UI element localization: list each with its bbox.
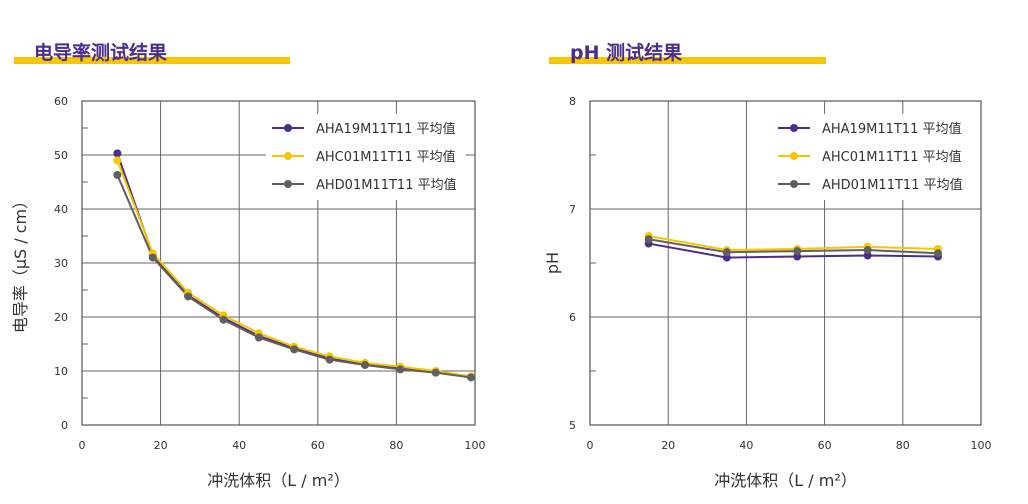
ph-legend-label-0: AHA19M11T11 平均值	[822, 121, 961, 137]
ph-data-point-2	[722, 248, 731, 257]
conductivity-data-point-2	[148, 253, 157, 262]
conductivity-xtick-label: 40	[232, 439, 246, 452]
conductivity-legend-marker-0	[284, 124, 292, 132]
conductivity-legend-label-1: AHC01M11T11 平均值	[316, 149, 456, 165]
ph-xtick-label: 0	[587, 439, 594, 452]
conductivity-data-point-2	[325, 355, 334, 364]
conductivity-ytick-label: 10	[54, 365, 68, 378]
conductivity-data-point-2	[396, 365, 405, 374]
conductivity-plot-frame	[81, 100, 476, 426]
conductivity-xtick-label: 80	[389, 439, 403, 452]
ph-xtick-label: 40	[739, 439, 753, 452]
ph-y-axis-label: pH	[543, 252, 562, 274]
conductivity-legend-marker-2	[284, 180, 292, 188]
conductivity-ytick-label: 60	[54, 95, 68, 108]
ph-data-point-2	[863, 246, 872, 255]
ph-series-line-1	[648, 235, 939, 252]
conductivity-data-point-2	[219, 315, 228, 324]
conductivity-data-point-2	[360, 361, 369, 370]
conductivity-xtick-label: 0	[79, 439, 86, 452]
ph-x-axis-label: 冲洗体积（L / m²）	[714, 471, 856, 490]
ph-title-underline	[549, 57, 826, 64]
ph-xtick-label: 80	[896, 439, 910, 452]
conductivity-chart: 电导率测试结果 0 20 40 60 80 100 0 10 20 30 40 50 60 冲洗体积（L …	[11, 42, 486, 490]
conductivity-xtick-label: 100	[465, 439, 486, 452]
ph-data-point-2	[933, 249, 942, 258]
ph-data-point-2	[644, 235, 653, 244]
conductivity-plot: 0 20 40 60 80 100 0 10 20 30 40 50 60 冲洗体积（L / m²） 电导率…	[11, 95, 486, 490]
ph-ytick-label: 8	[569, 95, 576, 108]
ph-legend-marker-2	[790, 180, 798, 188]
ph-data-point-2	[793, 247, 802, 256]
conductivity-data-point-0	[113, 149, 122, 158]
conductivity-ytick-label: 40	[54, 203, 68, 216]
ph-ytick-label: 7	[569, 203, 576, 216]
ph-chart-title: pH 测试结果	[570, 42, 683, 64]
conductivity-y-axis-label: 电导率（μS / cm）	[11, 193, 30, 333]
conductivity-x-axis-label: 冲洗体积（L / m²）	[207, 471, 349, 490]
conductivity-xtick-label: 20	[154, 439, 168, 452]
conductivity-title-underline	[14, 57, 290, 64]
conductivity-data-point-2	[113, 170, 122, 179]
conductivity-ytick-label: 20	[54, 311, 68, 324]
conductivity-data-point-2	[184, 292, 193, 301]
ph-ytick-label: 5	[569, 419, 576, 432]
ph-xtick-label: 100	[971, 439, 992, 452]
ph-xtick-label: 20	[661, 439, 675, 452]
conductivity-data-point-1	[113, 156, 122, 165]
conductivity-legend-label-0: AHA19M11T11 平均值	[316, 121, 455, 137]
conductivity-legend-label-2: AHD01M11T11 平均值	[316, 177, 457, 193]
ph-ytick-label: 6	[569, 311, 576, 324]
ph-xtick-label: 60	[818, 439, 832, 452]
conductivity-data-point-2	[254, 333, 263, 342]
conductivity-data-point-2	[431, 368, 440, 377]
conductivity-xtick-label: 60	[311, 439, 325, 452]
ph-legend-marker-1	[790, 152, 798, 160]
conductivity-ytick-label: 50	[54, 149, 68, 162]
ph-legend-marker-0	[790, 124, 798, 132]
conductivity-ytick-label: 30	[54, 257, 68, 270]
conductivity-data-point-2	[467, 373, 476, 382]
conductivity-ytick-label: 0	[61, 419, 68, 432]
ph-chart: pH 测试结果 0 20 40 60 80 100 5 6 7 8 冲洗体积（L / m²） pH AH…	[514, 0, 1028, 504]
ph-plot: 0 20 40 60 80 100 5 6 7 8 冲洗体积（L / m²） pH AHA19M11T1…	[543, 95, 992, 490]
ph-legend-label-2: AHD01M11T11 平均值	[822, 177, 963, 193]
conductivity-data-point-2	[290, 345, 299, 354]
conductivity-chart-title: 电导率测试结果	[34, 42, 168, 64]
ph-legend-label-1: AHC01M11T11 平均值	[822, 149, 962, 165]
ph-plot-frame	[589, 100, 982, 426]
conductivity-legend-marker-1	[284, 152, 292, 160]
